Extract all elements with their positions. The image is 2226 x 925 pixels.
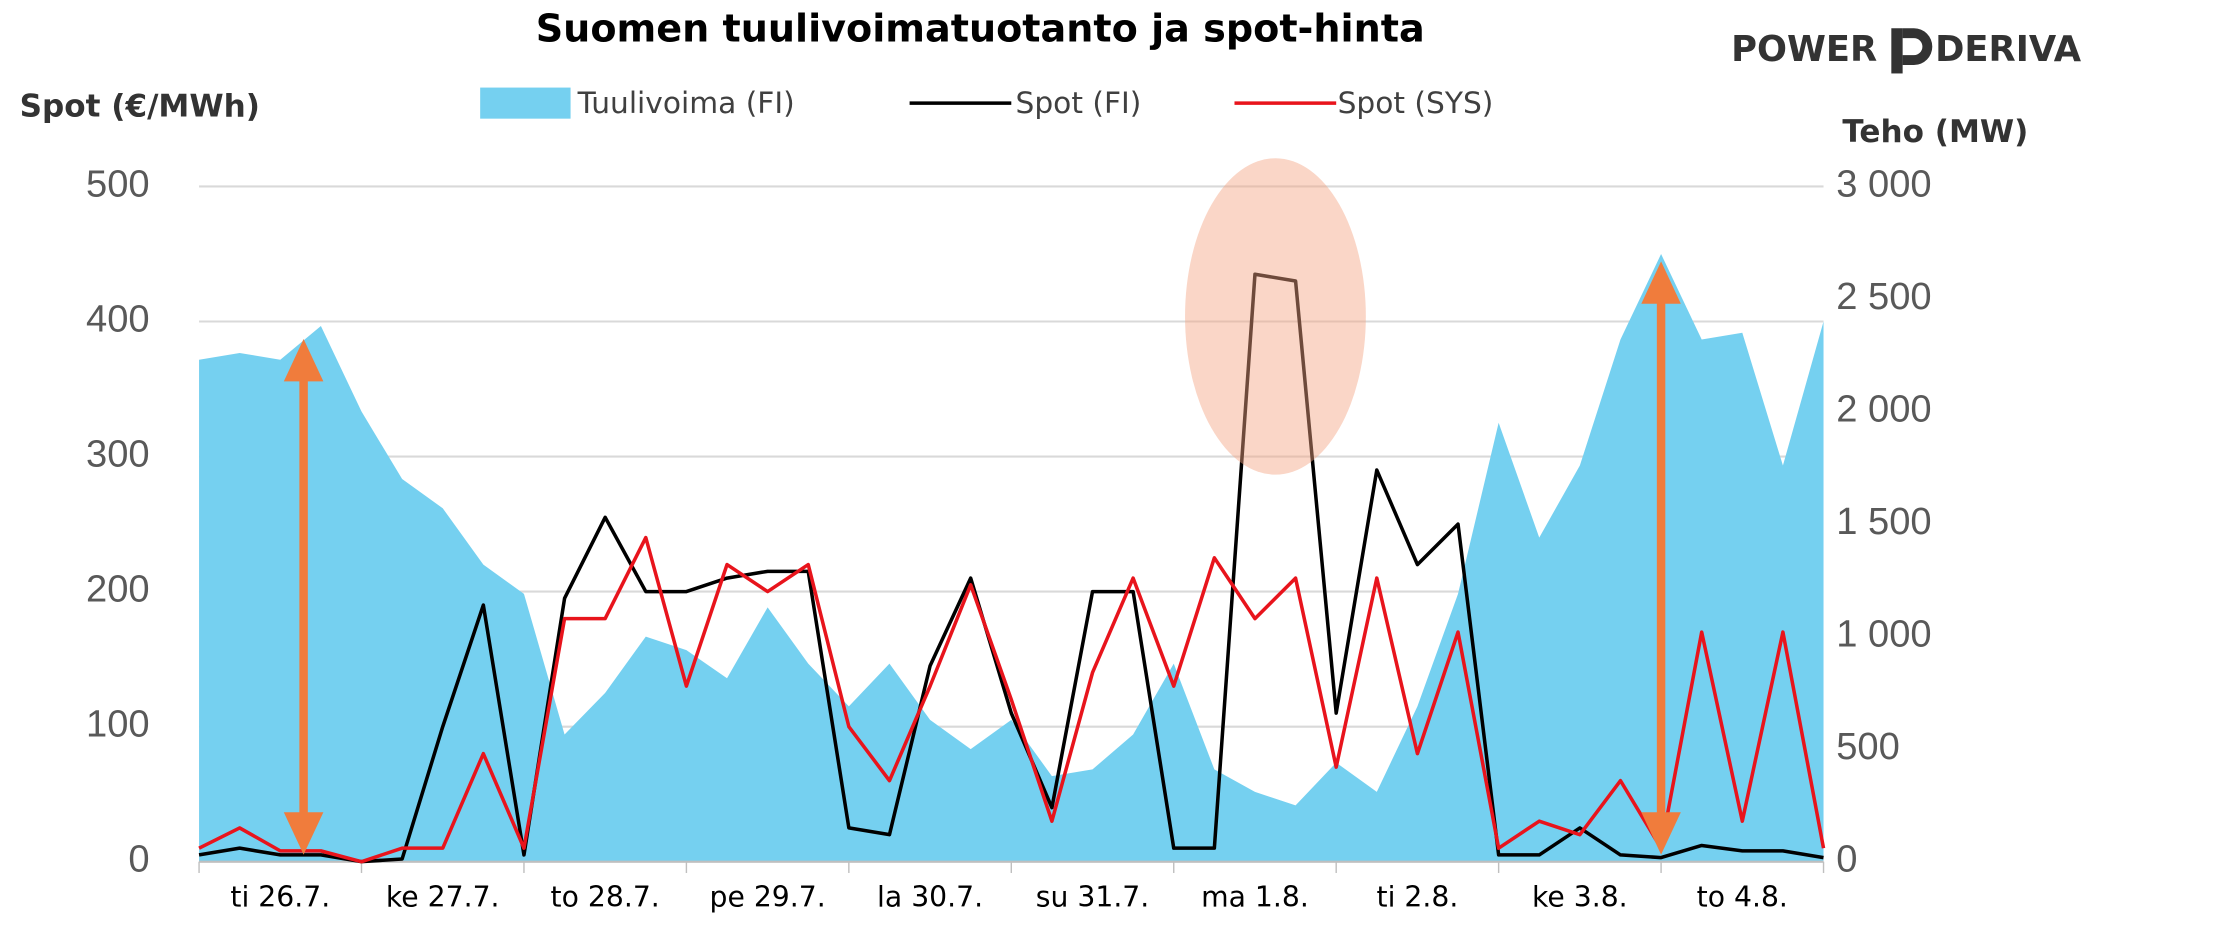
area [199, 253, 1824, 862]
y2-tick-label: 2 500 [1836, 275, 1931, 318]
y2-tick-label: 3 000 [1836, 163, 1931, 206]
y2-tick-label: 0 [1836, 838, 1857, 881]
x-tick-label: pe 29.7. [710, 880, 826, 913]
highlight [1185, 158, 1366, 475]
arrow-head [1641, 812, 1681, 855]
x-tick-label: ma 1.8. [1201, 880, 1309, 913]
logo-text: POWER [1731, 29, 1877, 70]
legend-label: Spot (FI) [1016, 85, 1142, 120]
line [198, 535, 1826, 864]
y-tick-label: 500 [86, 163, 150, 206]
x-tick-label: to 28.7. [551, 880, 660, 913]
arrow-head [283, 812, 324, 855]
y-tick-label: 0 [128, 838, 149, 881]
logo-icon [1891, 28, 1933, 74]
x-tick-label: ke 27.7. [386, 880, 500, 913]
x-tick-label: to 4.8. [1697, 880, 1788, 913]
x-tick-label: la 30.7. [877, 880, 983, 913]
x-tick-label: ti 26.7. [230, 880, 330, 913]
x-tick-label: ti 2.8. [1377, 880, 1459, 913]
y-tick-label: 100 [86, 703, 150, 746]
legend-label: Spot (SYS) [1338, 85, 1494, 120]
line [198, 272, 1824, 864]
arrow-head [1641, 261, 1681, 304]
y2-tick-label: 2 000 [1836, 388, 1931, 431]
y-tick-label: 300 [86, 433, 150, 476]
x-tick-label: su 31.7. [1036, 880, 1149, 913]
legend-label: Tuulivoima (FI) [577, 85, 795, 120]
arrow-head [283, 339, 324, 382]
y2-tick-label: 1 500 [1836, 500, 1931, 543]
y-tick-label: 200 [86, 568, 150, 611]
chart-title: Suomen tuulivoimatuotanto ja spot-hinta [536, 7, 1425, 51]
y2-tick-label: 1 000 [1836, 613, 1931, 656]
y2-axis-title: Teho (MW) [1842, 114, 2028, 150]
y-tick-label: 400 [86, 298, 150, 341]
logo-text: DERIVA [1935, 29, 2082, 70]
legend-swatch [480, 87, 571, 119]
y-axis-title: Spot (€/MWh) [20, 88, 260, 124]
y2-tick-label: 500 [1836, 725, 1900, 768]
x-tick-label: ke 3.8. [1532, 880, 1628, 913]
